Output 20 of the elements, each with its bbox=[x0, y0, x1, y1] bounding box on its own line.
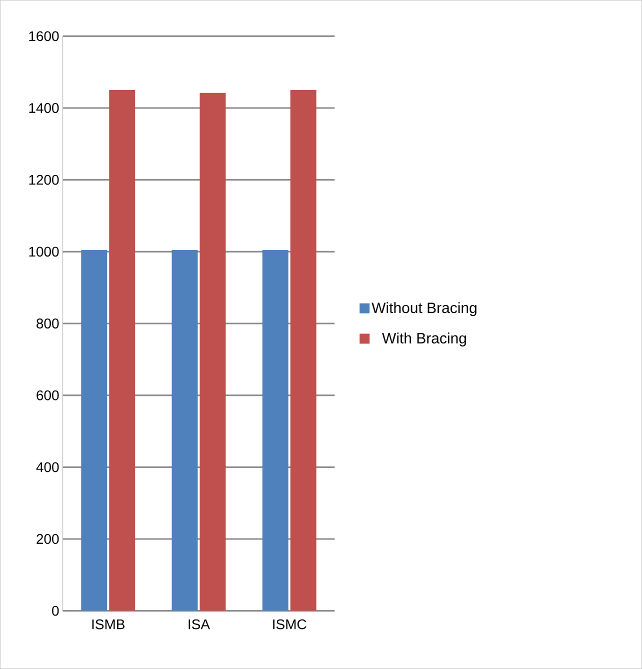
legend-label: Without Bracing bbox=[372, 302, 476, 316]
y-tick-label: 200 bbox=[36, 534, 59, 544]
x-tick-label: ISA bbox=[188, 619, 210, 630]
bar bbox=[290, 90, 316, 611]
y-tick-label: 1400 bbox=[29, 103, 59, 113]
y-tick-label: 1200 bbox=[29, 174, 59, 185]
x-tick-label: ISMC bbox=[273, 619, 306, 630]
y-tick-label: 0 bbox=[52, 606, 59, 616]
legend-label: With Bracing bbox=[382, 332, 466, 346]
x-tick-label: ISMB bbox=[92, 619, 125, 630]
y-tick-label: 400 bbox=[36, 462, 59, 472]
y-tick-label: 800 bbox=[36, 318, 59, 328]
y-tick-label: 600 bbox=[36, 390, 59, 400]
bar bbox=[172, 250, 198, 611]
bar bbox=[109, 90, 136, 611]
bar bbox=[81, 250, 108, 611]
y-tick-label: 1600 bbox=[29, 31, 59, 42]
y-tick-label: 1000 bbox=[29, 246, 59, 257]
bar bbox=[200, 92, 226, 611]
bar bbox=[262, 250, 288, 611]
